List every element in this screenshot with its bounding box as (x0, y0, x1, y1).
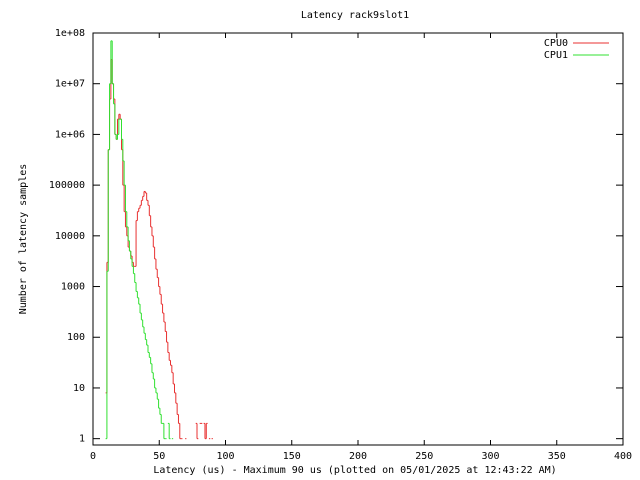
plot-frame (92, 32, 624, 446)
legend-label: CPU0 (544, 38, 568, 49)
x-tick-label: 0 (90, 451, 96, 462)
legend-label: CPU1 (544, 50, 568, 61)
y-tick-label: 100000 (49, 180, 85, 191)
x-tick-label: 200 (349, 451, 367, 462)
y-tick-label: 1 (79, 434, 85, 445)
y-axis-label: Number of latency samples (18, 164, 29, 315)
x-tick-label: 250 (415, 451, 433, 462)
y-tick-label: 100 (67, 332, 85, 343)
y-tick-label: 1000 (61, 282, 85, 293)
x-tick-label: 300 (481, 451, 499, 462)
x-tick-label: 50 (153, 451, 165, 462)
x-tick-label: 100 (216, 451, 234, 462)
x-tick-label: 150 (283, 451, 301, 462)
x-axis-label: Latency (us) - Maximum 90 us (plotted on… (153, 465, 556, 476)
y-tick-label: 1e+07 (55, 79, 85, 90)
chart-title: Latency rack9slot1 (301, 10, 409, 21)
y-tick-label: 10000 (55, 231, 85, 242)
x-tick-label: 350 (548, 451, 566, 462)
y-tick-label: 1e+08 (55, 28, 85, 39)
y-tick-label: 1e+06 (55, 129, 85, 140)
y-tick-label: 10 (73, 383, 85, 394)
x-tick-label: 400 (614, 451, 632, 462)
